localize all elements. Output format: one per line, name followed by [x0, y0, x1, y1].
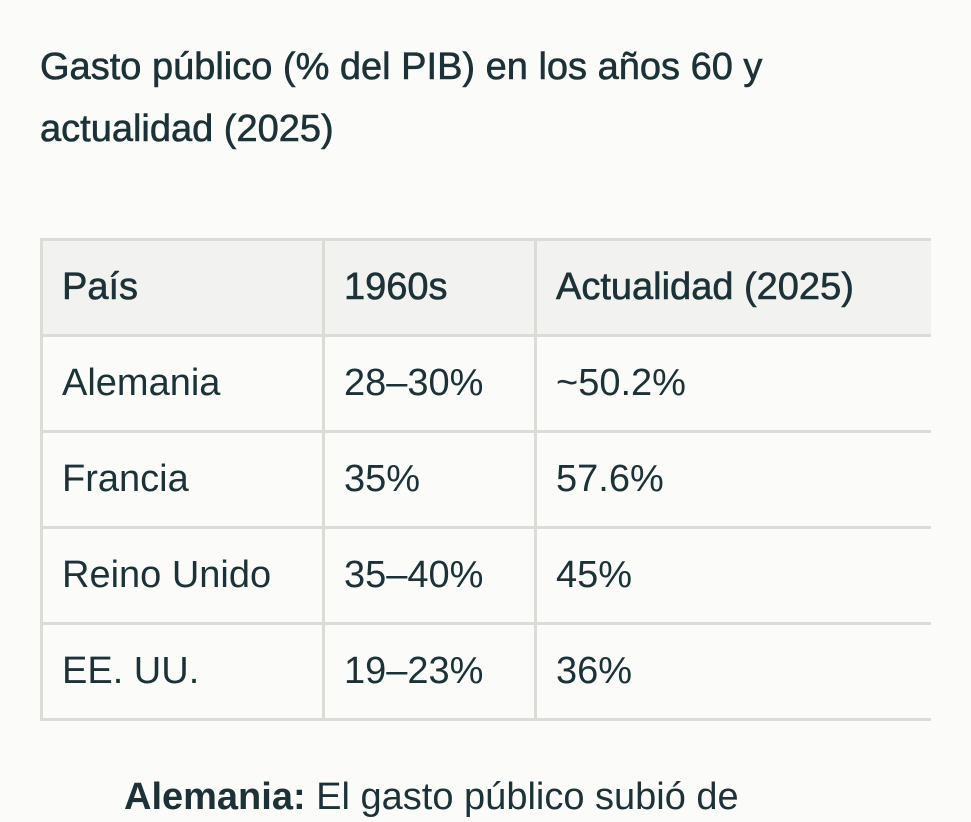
header-1960s: 1960s [322, 238, 537, 337]
cell-1960s: 19–23% [322, 622, 537, 721]
spending-table-container[interactable]: País 1960s Actualidad (2025) Alemania 28… [40, 238, 931, 721]
table-row: EE. UU. 19–23% 36% [40, 622, 931, 721]
header-country: País [40, 238, 325, 337]
paragraph-lead: Alemania: [124, 776, 306, 818]
cell-1960s: 35% [322, 430, 537, 529]
cell-current: 36% [534, 622, 931, 721]
cell-1960s: 28–30% [322, 334, 537, 433]
table-row: Francia 35% 57.6% [40, 430, 931, 529]
cell-country: Alemania [40, 334, 325, 433]
cell-country: Francia [40, 430, 325, 529]
cell-1960s: 35–40% [322, 526, 537, 625]
table-header-row: País 1960s Actualidad (2025) [40, 238, 931, 337]
cell-country: Reino Unido [40, 526, 325, 625]
cell-country: EE. UU. [40, 622, 325, 721]
page-title: Gasto público (% del PIB) en los años 60… [40, 46, 763, 151]
table-row: Alemania 28–30% ~50.2% [40, 334, 931, 433]
paragraph-text: El gasto público subió de [305, 776, 739, 818]
cell-current: ~50.2% [534, 334, 931, 433]
header-current: Actualidad (2025) [534, 238, 931, 337]
spending-table: País 1960s Actualidad (2025) Alemania 28… [40, 238, 931, 721]
cell-current: 57.6% [534, 430, 931, 529]
paragraph-germany: Alemania: El gasto público subió de [124, 772, 739, 822]
cell-current: 45% [534, 526, 931, 625]
table-row: Reino Unido 35–40% 45% [40, 526, 931, 625]
